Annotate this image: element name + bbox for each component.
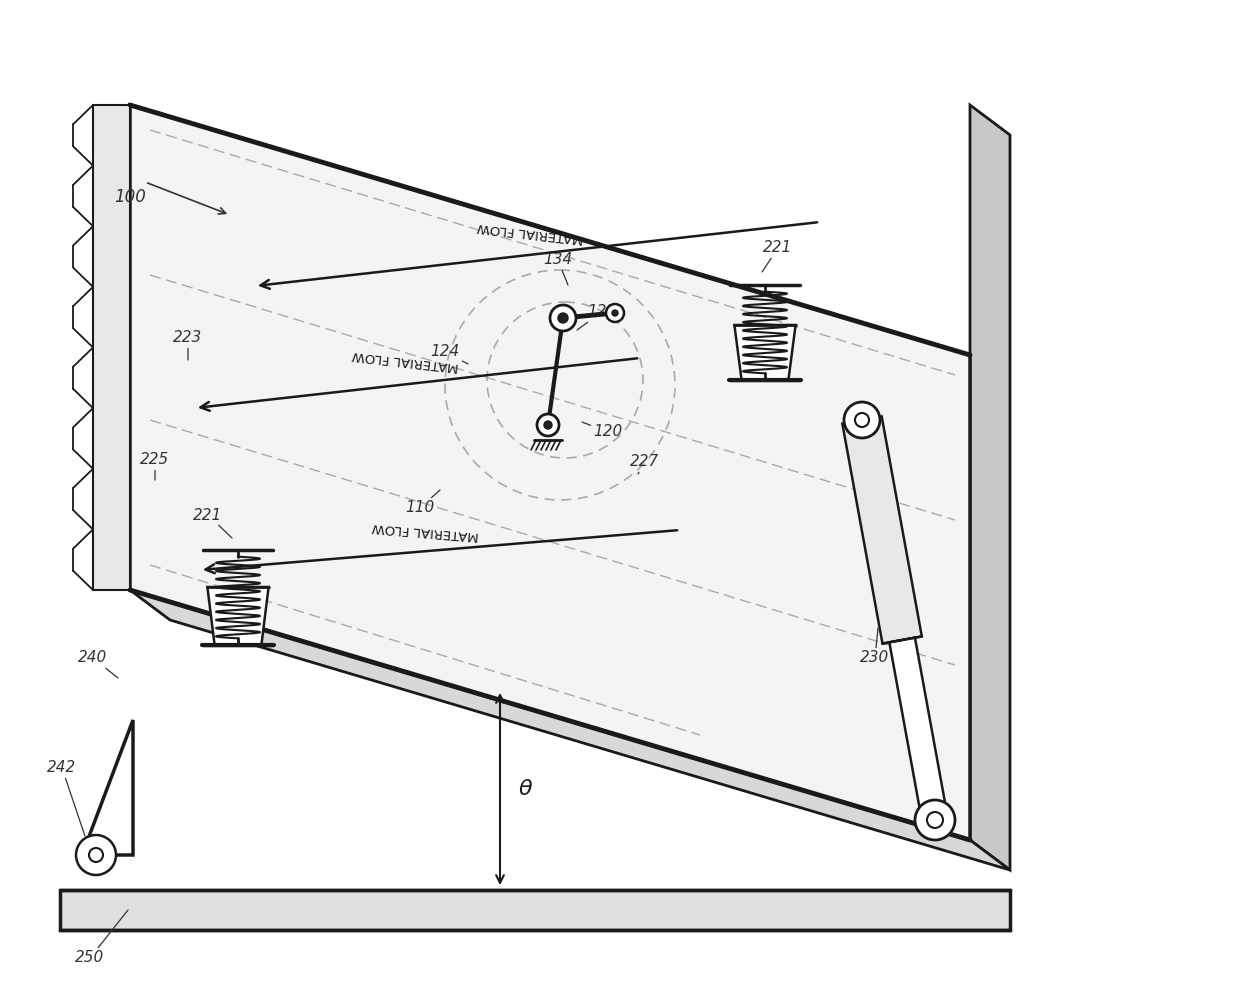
Polygon shape — [970, 105, 1011, 870]
Polygon shape — [842, 416, 921, 643]
Text: 134: 134 — [543, 252, 573, 285]
Text: 221: 221 — [763, 240, 792, 272]
Circle shape — [844, 402, 880, 438]
Text: MATERIAL FLOW: MATERIAL FLOW — [371, 520, 479, 542]
Polygon shape — [734, 325, 796, 380]
Circle shape — [606, 304, 624, 322]
Circle shape — [89, 848, 103, 862]
Text: MATERIAL FLOW: MATERIAL FLOW — [476, 220, 584, 245]
Text: 242: 242 — [47, 761, 86, 836]
Text: MATERIAL FLOW: MATERIAL FLOW — [351, 349, 459, 373]
Circle shape — [537, 414, 559, 436]
Polygon shape — [93, 105, 130, 590]
Circle shape — [613, 310, 618, 316]
Polygon shape — [207, 587, 269, 645]
Text: 120: 120 — [582, 422, 622, 440]
Text: 122: 122 — [577, 305, 616, 330]
Text: 225: 225 — [140, 453, 170, 480]
Circle shape — [856, 413, 869, 427]
Circle shape — [76, 835, 117, 875]
Circle shape — [551, 305, 577, 331]
Polygon shape — [130, 590, 1011, 870]
Text: 223: 223 — [174, 331, 202, 360]
Text: 100: 100 — [114, 188, 146, 206]
Circle shape — [928, 812, 942, 828]
Polygon shape — [130, 105, 970, 840]
Text: 240: 240 — [78, 650, 118, 678]
Text: 124: 124 — [430, 345, 467, 364]
Polygon shape — [889, 638, 947, 822]
Text: $\theta$: $\theta$ — [518, 779, 533, 799]
Polygon shape — [82, 720, 133, 855]
Text: 110: 110 — [405, 490, 440, 515]
Text: 230: 230 — [861, 628, 889, 665]
Text: 227: 227 — [630, 455, 660, 474]
Circle shape — [558, 313, 568, 323]
Circle shape — [915, 800, 955, 840]
Text: 250: 250 — [76, 910, 128, 965]
Text: 221: 221 — [193, 507, 232, 538]
Circle shape — [544, 421, 552, 429]
Polygon shape — [60, 890, 1011, 930]
